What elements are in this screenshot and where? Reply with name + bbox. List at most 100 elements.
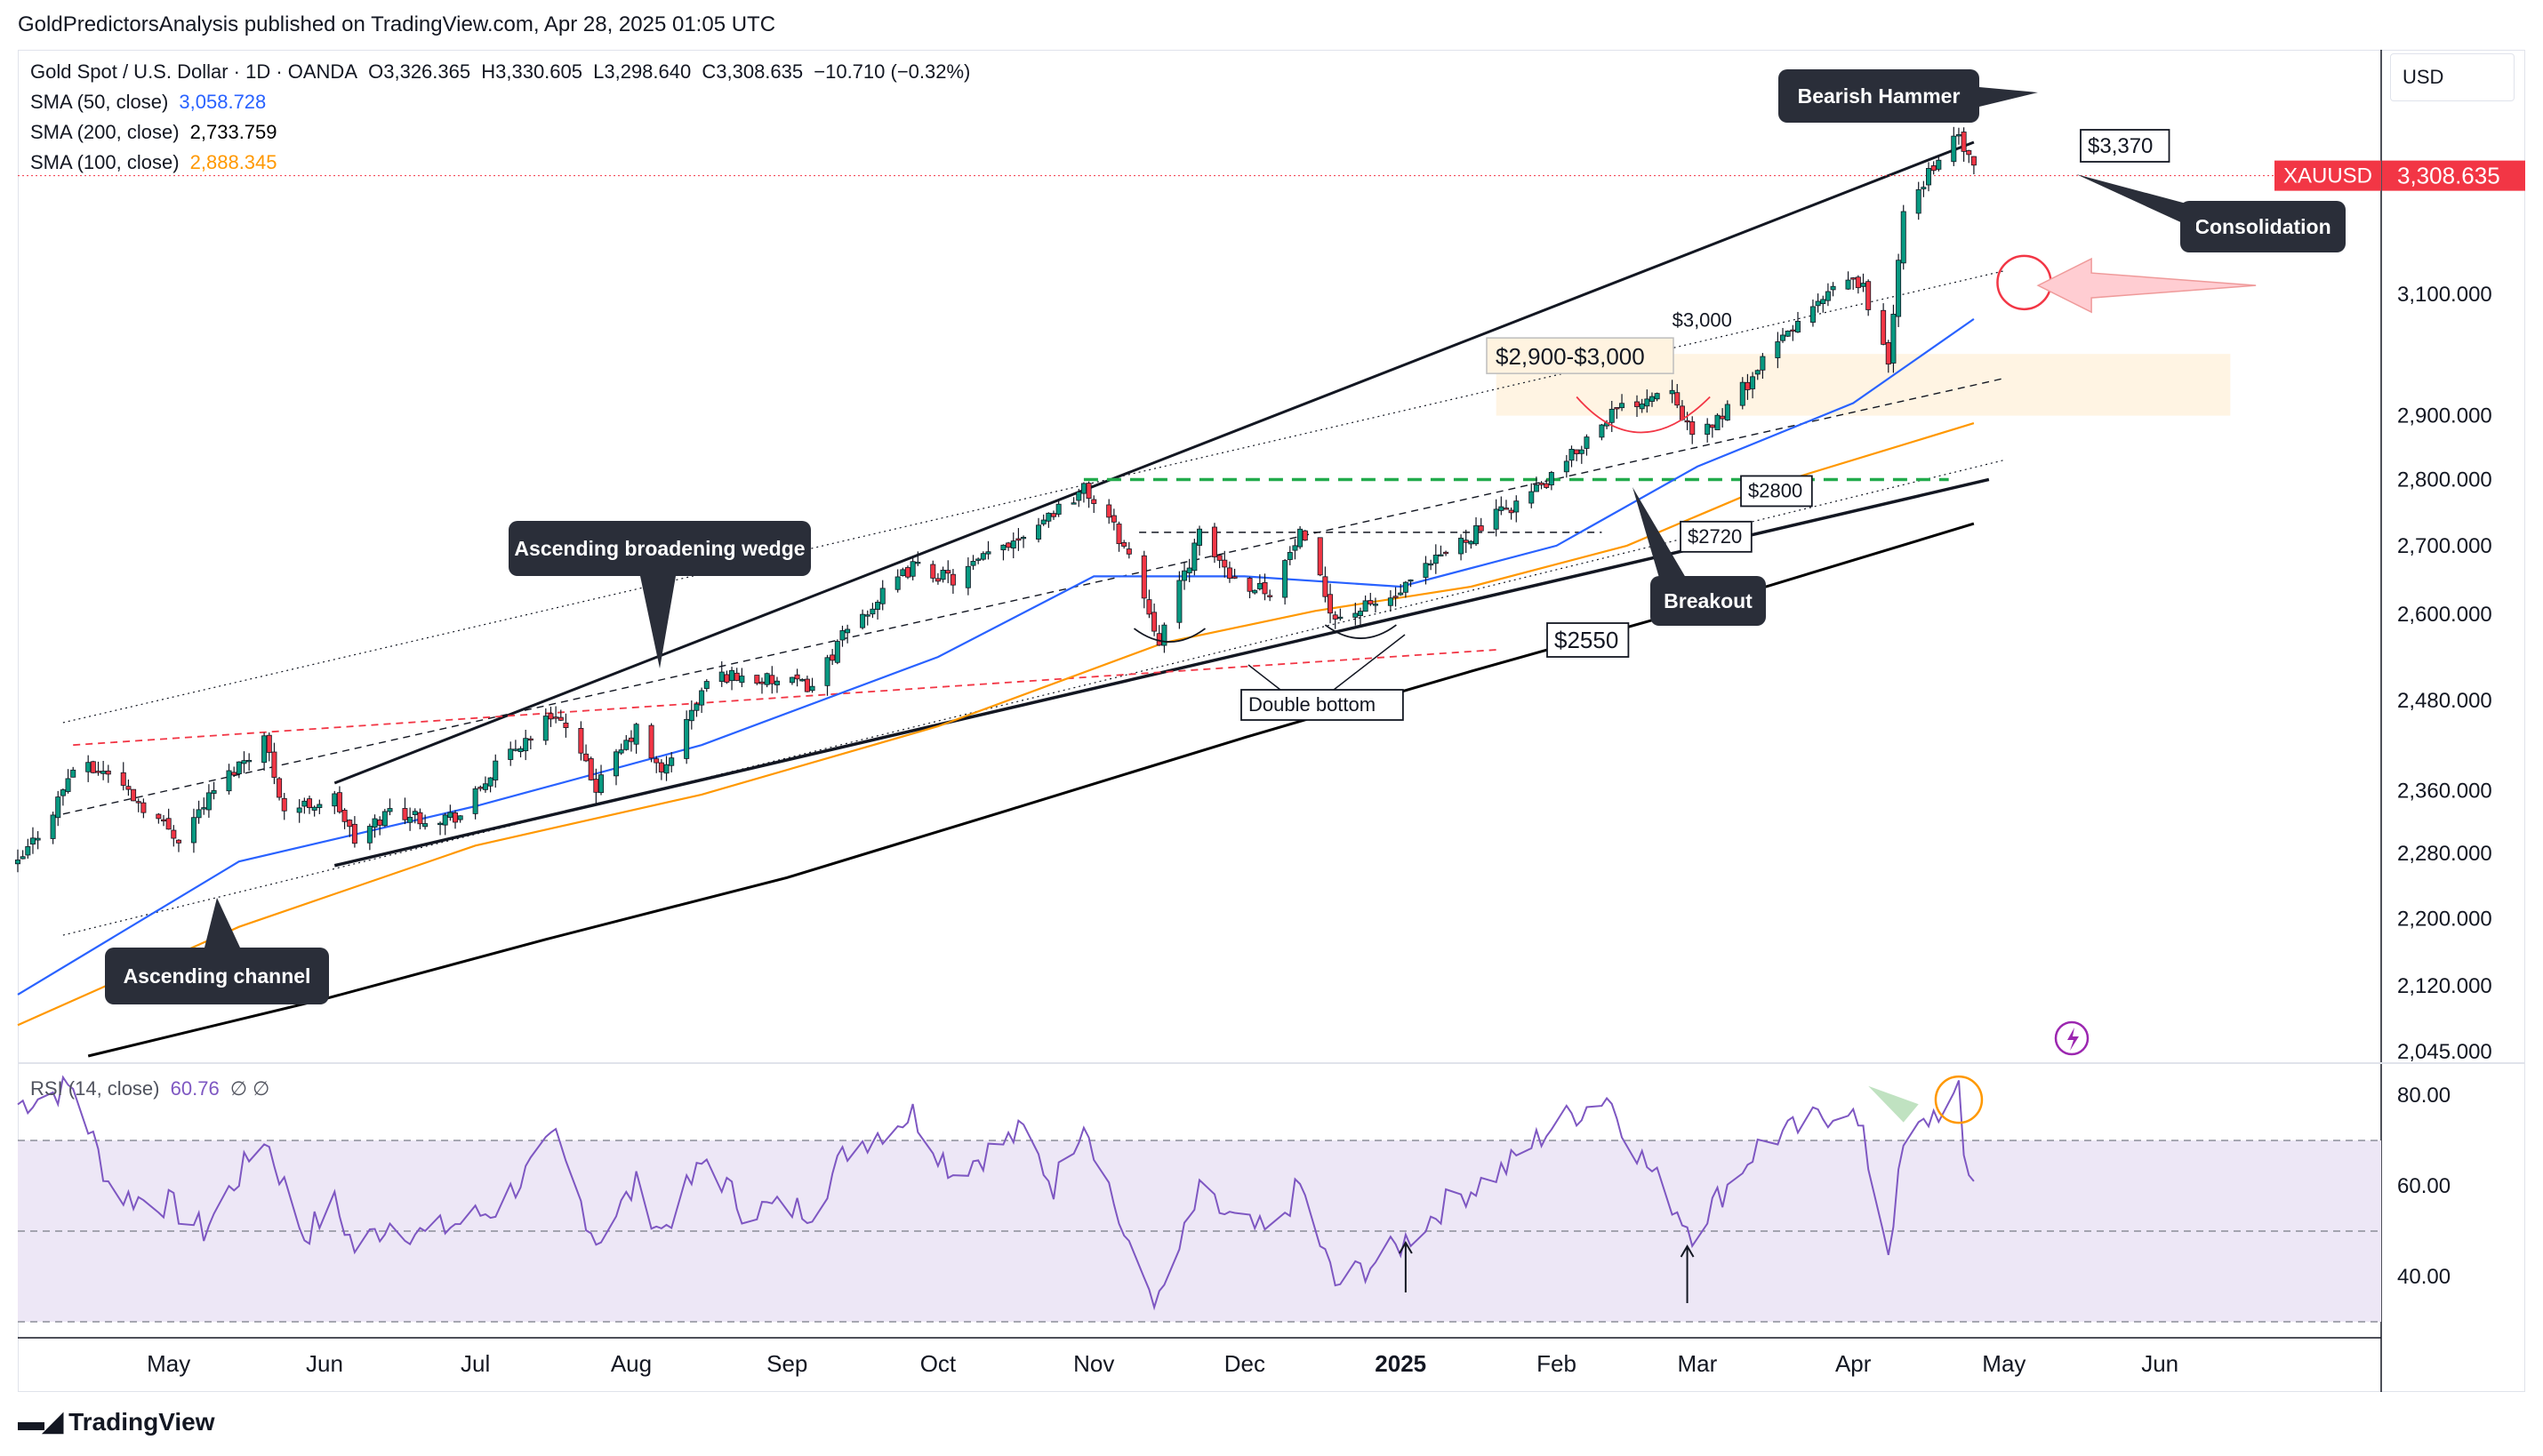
time-axis-tick: Dec — [1224, 1350, 1265, 1377]
candle-body — [453, 812, 459, 823]
candle-body — [1578, 449, 1584, 454]
candle-body — [190, 817, 197, 844]
candle-body — [1961, 132, 1967, 152]
candle-body — [1423, 563, 1429, 578]
legend-sma100[interactable]: SMA (100, close) 2,888.345 — [30, 151, 283, 174]
legend-ohlc-row: Gold Spot / U.S. Dollar · 1D · OANDA O3,… — [30, 60, 975, 84]
candle-body — [387, 808, 393, 812]
time-axis-tick: Nov — [1073, 1350, 1114, 1377]
candle-body — [447, 812, 453, 818]
chart-frame[interactable] — [18, 50, 2525, 1392]
time-axis-tick: Aug — [611, 1350, 652, 1377]
candle-body — [688, 709, 694, 722]
lightning-icon[interactable] — [2054, 1020, 2090, 1056]
currency-button[interactable] — [2390, 53, 2515, 101]
candle-body — [945, 570, 951, 574]
level-2550-line — [73, 649, 1496, 747]
candle-body — [1111, 515, 1117, 523]
candle-body — [1845, 279, 1851, 290]
candle-body — [1865, 281, 1872, 310]
candle-body — [1639, 403, 1645, 410]
level-2800-tag-label: $2800 — [1748, 479, 1802, 501]
candle-body — [1046, 512, 1052, 522]
level-3370-tag-label: $3,370 — [2088, 134, 2153, 158]
time-axis-tick: Apr — [1835, 1350, 1872, 1377]
legend-rsi-extra: ∅ ∅ — [229, 1077, 270, 1100]
candle-body — [1402, 581, 1408, 593]
candle-body — [402, 808, 408, 820]
candle-body — [1287, 552, 1293, 560]
level-2720-tag-label: $2720 — [1688, 525, 1742, 548]
candle-body — [542, 716, 549, 741]
candle-body — [1222, 559, 1228, 568]
level-2800-tag-box — [1740, 475, 1813, 508]
publish-line: GoldPredictorsAnalysis published on Trad… — [18, 12, 776, 36]
candle-body — [1955, 134, 1961, 137]
candle-body — [1006, 542, 1012, 548]
candle-body — [135, 801, 141, 804]
candle-body — [271, 751, 277, 778]
candle-body — [894, 576, 901, 590]
candle-body — [654, 758, 660, 764]
candle-body — [1684, 420, 1690, 423]
candle-body — [1141, 555, 1147, 599]
candle-body — [910, 561, 916, 577]
wedge-callout-label: Ascending broadening wedge — [514, 537, 805, 560]
candle-body — [1503, 508, 1509, 510]
candle-body — [523, 738, 529, 752]
symbol-tag — [2274, 160, 2381, 191]
tradingview-logo[interactable]: ▬◢ TradingView — [18, 1406, 215, 1437]
candle-body — [1256, 582, 1263, 589]
candle-body — [241, 760, 247, 764]
wedge-callout-box — [509, 521, 811, 576]
candle-body — [1267, 595, 1273, 597]
candle-body — [940, 569, 946, 580]
legend-open: O3,326.365 — [368, 60, 471, 83]
legend-sma50[interactable]: SMA (50, close) 3,058.728 — [30, 91, 271, 114]
time-axis-tick: Mar — [1677, 1350, 1717, 1377]
candle-body — [341, 810, 348, 822]
candle-body — [14, 860, 20, 865]
candle-body — [1709, 424, 1715, 428]
candle-body — [633, 724, 639, 745]
candle-body — [417, 812, 423, 825]
candle-body — [769, 675, 775, 684]
price-tag-label: 3,308.635 — [2397, 163, 2500, 189]
candle-body — [205, 792, 212, 811]
candle-body — [1332, 614, 1338, 620]
candle-body — [658, 762, 664, 772]
candle-body — [1936, 159, 1942, 170]
time-axis-tick: May — [1982, 1350, 2026, 1377]
candle-body — [336, 792, 342, 812]
candle-body — [1071, 502, 1077, 505]
candle-body — [1815, 300, 1821, 307]
candle-body — [1086, 483, 1092, 500]
candle-body — [1362, 600, 1368, 612]
consolidation-pointer — [2076, 174, 2196, 229]
legend-sma200[interactable]: SMA (200, close) 2,733.759 — [30, 121, 283, 144]
level-2550-tag-label: $2550 — [1554, 627, 1618, 653]
candle-body — [548, 713, 554, 720]
candle-body — [156, 813, 162, 820]
double-bottom-pointer-1 — [1247, 664, 1281, 691]
candle-body — [669, 757, 675, 766]
bottom-arc-1 — [1133, 628, 1207, 643]
candle-body — [1970, 156, 1977, 166]
candle-body — [311, 806, 317, 811]
candle-body — [457, 815, 463, 820]
candle-body — [140, 802, 147, 813]
candle-body — [125, 786, 132, 790]
candle-body — [684, 718, 690, 759]
legend-rsi[interactable]: RSI (14, close) 60.76 ∅ ∅ — [30, 1077, 275, 1100]
candle-body — [1292, 545, 1298, 551]
time-axis-tick: Jun — [306, 1350, 343, 1377]
candle-body — [1352, 612, 1359, 618]
candle-body — [1775, 341, 1781, 358]
rsi-axis-tick: 60.00 — [2397, 1174, 2451, 1198]
candle-body — [875, 602, 881, 611]
double-bottom-tag-box — [1240, 689, 1404, 721]
candle-body — [29, 837, 36, 845]
candle-body — [1247, 578, 1253, 592]
candle-body — [1608, 408, 1615, 423]
